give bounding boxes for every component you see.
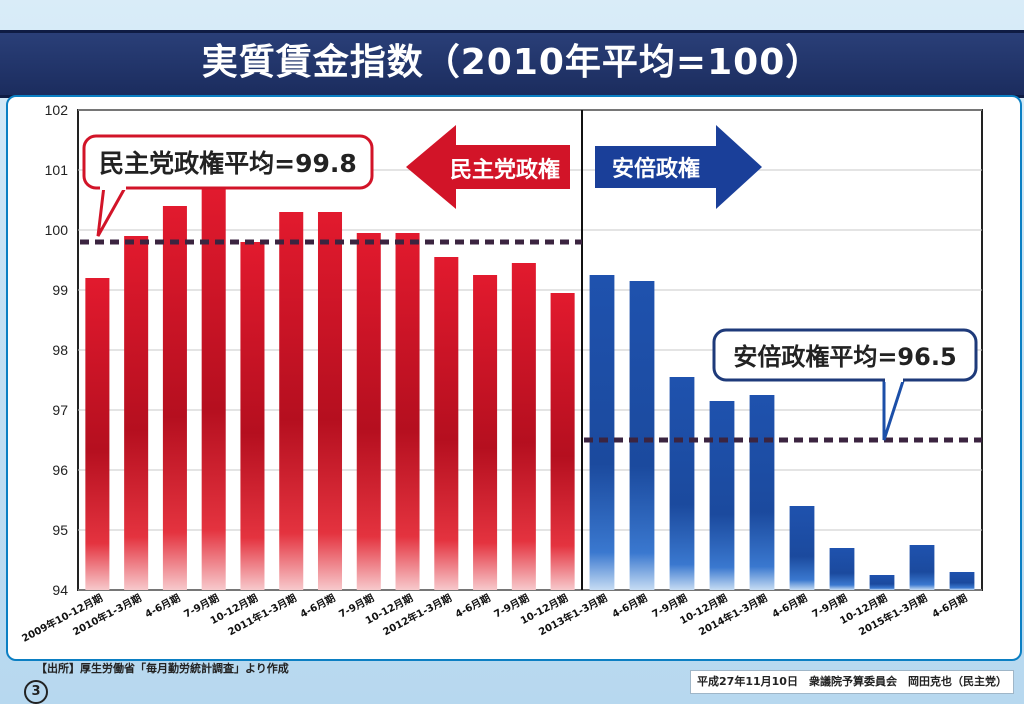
dpj-callout-join — [100, 184, 126, 190]
bar — [909, 545, 935, 590]
abe-average-label: 安倍政権平均=96.5 — [733, 343, 956, 371]
y-tick-label: 94 — [52, 582, 68, 598]
bar — [395, 233, 420, 590]
bar — [629, 281, 655, 590]
bar — [162, 206, 187, 590]
bar — [85, 278, 110, 590]
bar — [124, 236, 149, 590]
bar — [356, 233, 381, 590]
bar — [709, 401, 735, 590]
y-tick-label: 102 — [45, 102, 69, 118]
bar — [511, 263, 536, 590]
bars — [85, 188, 975, 590]
x-tick-label: 2015年1-3月期 — [856, 591, 929, 638]
abe-era-label: 安倍政権 — [612, 156, 700, 182]
x-tick-label: 4-6月期 — [610, 591, 650, 620]
y-tick-label: 96 — [52, 462, 68, 478]
x-tick-label: 4-6月期 — [453, 591, 493, 620]
bar — [240, 242, 265, 590]
dpj-era-label: 民主党政権 — [450, 157, 560, 183]
abe-callout-join — [885, 376, 903, 382]
abe-average-callout — [712, 328, 978, 382]
y-tick-label: 98 — [52, 342, 68, 358]
y-tick-label: 101 — [45, 162, 69, 178]
chart-title: 実質賃金指数（2010年平均=100） — [201, 42, 823, 83]
footer-note: 平成27年11月10日 衆議院予算委員会 岡田克也（民主党） — [690, 670, 1014, 694]
page-number: 3 — [24, 680, 48, 704]
bar — [279, 212, 304, 590]
y-axis-ticks: 94 95 96 97 98 99 100 101 102 — [45, 102, 69, 598]
bar — [749, 395, 775, 590]
dpj-era-arrow — [406, 125, 570, 209]
bar — [317, 212, 343, 590]
x-tick-label: 4-6月期 — [770, 591, 810, 620]
x-tick-label: 4-6月期 — [930, 591, 970, 620]
abe-era-arrow — [595, 125, 762, 209]
x-tick-label: 4-6月期 — [298, 591, 338, 620]
bar — [201, 188, 226, 590]
title-band: 実質賃金指数（2010年平均=100） — [0, 30, 1024, 98]
bar — [473, 275, 498, 590]
y-tick-label: 99 — [52, 282, 68, 298]
y-tick-label: 95 — [52, 522, 68, 538]
bar — [829, 548, 855, 590]
bar — [789, 506, 815, 590]
bar — [550, 293, 575, 590]
x-tick-label: 2014年1-3月期 — [696, 591, 769, 638]
bar — [589, 275, 615, 590]
source-note: 【出所】厚生労働省「毎月勤労統計調査」より作成 — [36, 662, 289, 675]
y-tick-label: 97 — [52, 402, 68, 418]
bar — [669, 377, 695, 590]
annotations: 民主党政権平均=99.8 安倍政権平均=96.5 民主党政権 安倍政権 — [80, 125, 982, 443]
bar — [869, 575, 895, 590]
x-tick-label: 4-6月期 — [143, 591, 183, 620]
dpj-average-label: 民主党政権平均=99.8 — [99, 149, 357, 178]
dpj-average-callout — [82, 134, 374, 190]
bar — [949, 572, 975, 590]
bar — [434, 257, 459, 590]
y-tick-label: 100 — [45, 222, 69, 238]
